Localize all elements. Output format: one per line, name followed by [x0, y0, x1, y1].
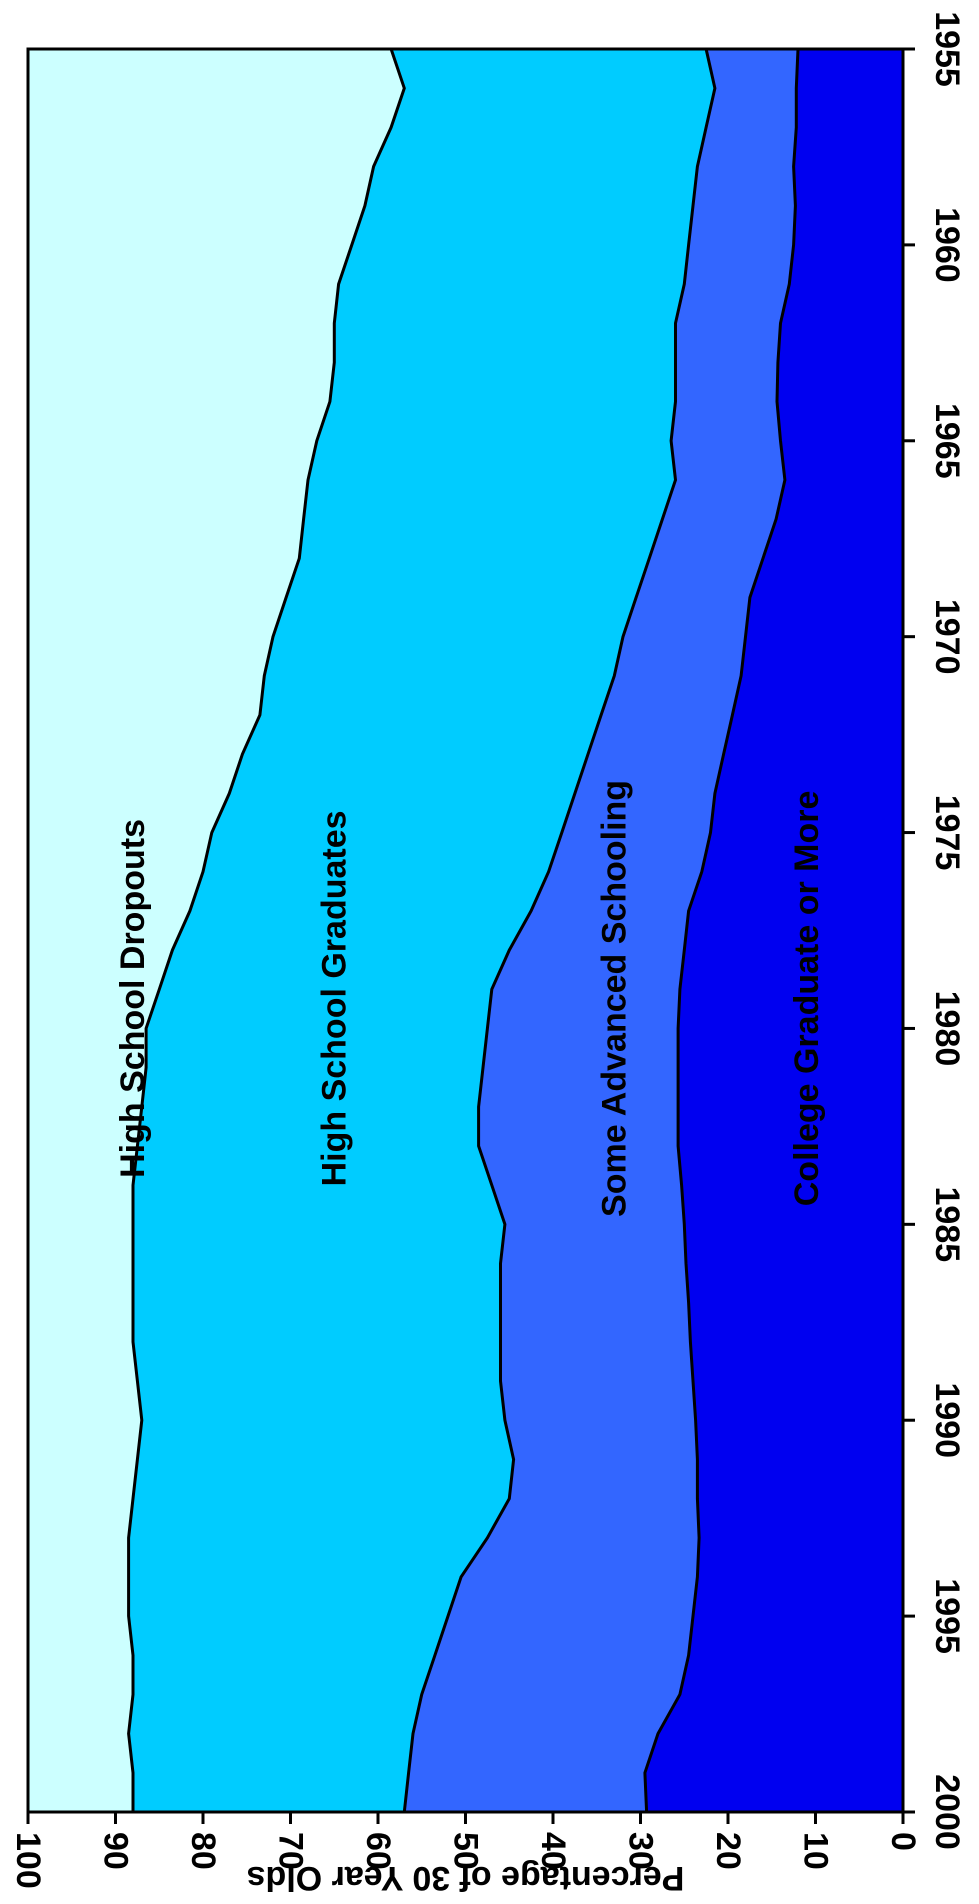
x-tick-label: 1990	[928, 1382, 966, 1458]
area-some-advanced-schooling	[404, 49, 798, 1812]
y-tick-label: 20	[709, 1832, 747, 1870]
area-college-graduate-or-more	[644, 49, 903, 1812]
y-axis-title: Percentage of 30 Year Olds	[247, 1859, 685, 1897]
x-tick-label: 1995	[928, 1578, 966, 1654]
boundary-some-advanced-schooling	[402, 48, 717, 1813]
y-tick-label: 0	[884, 1832, 922, 1851]
x-tick-label: 1975	[928, 795, 966, 871]
x-tick-label: 1970	[928, 599, 966, 675]
y-tick-label: 80	[184, 1832, 222, 1870]
region-labels: College Graduate or More Some Advanced Sc…	[114, 780, 826, 1217]
boundary-high-school-graduates	[127, 48, 406, 1812]
label-some-advanced-schooling: Some Advanced Schooling	[595, 780, 633, 1217]
area-high-school-graduates	[128, 49, 715, 1812]
y-tick-label: 60	[359, 1832, 397, 1870]
x-tick-label: 1985	[928, 1187, 966, 1263]
y-tick-label: 50	[447, 1832, 485, 1870]
y-tick-label: 90	[97, 1832, 135, 1870]
label-college-graduate-or-more: College Graduate or More	[788, 791, 826, 1207]
x-tick-label: 1960	[928, 207, 966, 283]
x-tick-label: 1955	[928, 11, 966, 87]
boundary-lines	[127, 48, 800, 1813]
y-tick-label: 70	[272, 1832, 310, 1870]
label-high-school-graduates: High School Graduates	[315, 810, 353, 1186]
label-high-school-dropouts: High School Dropouts	[114, 819, 152, 1178]
axes: 1955 1960 1965 1970 1975 1980 1985 1990 1995 2000…	[9, 11, 966, 1889]
x-tick-label: 2000	[928, 1774, 966, 1850]
y-tick-label: 10	[797, 1832, 835, 1870]
area-layers	[28, 49, 903, 1812]
area-high-school-dropouts	[28, 49, 405, 1812]
y-tick-label: 40	[534, 1832, 572, 1870]
y-tick-label: 100	[9, 1832, 47, 1889]
y-tick-label: 30	[622, 1832, 660, 1870]
x-tick-label: 1980	[928, 991, 966, 1067]
boundary-college-graduate-or-more	[643, 48, 800, 1813]
x-tick-label: 1965	[928, 403, 966, 479]
